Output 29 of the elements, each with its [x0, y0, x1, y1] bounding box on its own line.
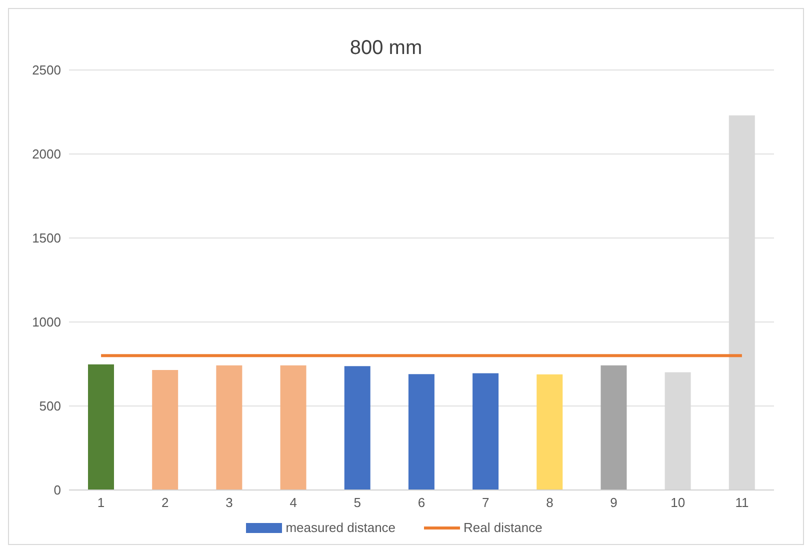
bar — [344, 366, 370, 490]
bar — [88, 364, 114, 490]
y-tick-label: 500 — [39, 398, 61, 414]
x-tick-label: 6 — [418, 495, 426, 510]
x-tick-label: 2 — [162, 495, 169, 510]
legend-label: Real distance — [462, 520, 542, 535]
x-tick-label: 4 — [290, 495, 297, 510]
bar — [216, 365, 242, 490]
x-tick-label: 9 — [610, 495, 618, 510]
x-tick-label: 10 — [670, 495, 686, 510]
bar — [152, 370, 178, 490]
x-tick-label: 1 — [97, 495, 105, 510]
y-tick-label: 0 — [54, 482, 61, 498]
x-tick-label: 11 — [735, 495, 749, 510]
bar — [408, 374, 434, 490]
legend-label: measured distance — [284, 520, 396, 535]
x-tick-label: 7 — [482, 495, 490, 510]
x-tick-label: 5 — [354, 495, 362, 510]
y-tick-label: 1500 — [32, 230, 61, 246]
chart-title: 800 mm — [348, 37, 424, 60]
bar — [600, 365, 627, 490]
y-tick-label: 2000 — [32, 146, 61, 162]
y-tick-label: 1000 — [32, 314, 61, 330]
x-tick-label: 8 — [546, 495, 554, 510]
bar — [536, 374, 563, 490]
y-tick-label: 2500 — [32, 62, 61, 78]
bar — [472, 373, 499, 490]
x-tick-label: 3 — [226, 495, 233, 510]
bar — [280, 365, 306, 490]
